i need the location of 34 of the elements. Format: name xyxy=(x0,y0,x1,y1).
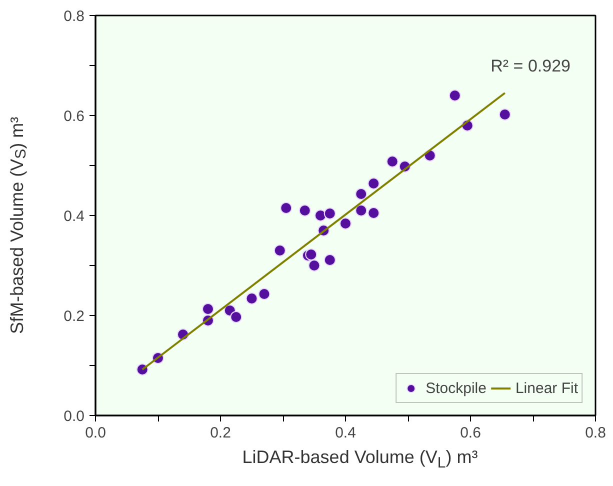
y-tick-label: 0.8 xyxy=(64,8,85,25)
point xyxy=(340,218,352,230)
point xyxy=(368,178,380,190)
point xyxy=(448,90,461,102)
point xyxy=(258,288,270,300)
x-tick-label: 0.6 xyxy=(460,424,481,442)
x-tick-label: 0.2 xyxy=(210,424,231,442)
point xyxy=(230,311,242,323)
point xyxy=(368,207,380,219)
point xyxy=(274,244,286,256)
legend-label: Stockpile xyxy=(426,380,486,396)
point xyxy=(386,156,398,168)
point xyxy=(298,204,311,216)
x-tick-label: 0.4 xyxy=(335,424,356,442)
y-tick-label: 0.4 xyxy=(64,208,85,225)
point xyxy=(308,260,320,272)
point xyxy=(324,254,336,266)
y-tick-label: 0.0 xyxy=(64,408,85,425)
y-tick-label: 0.2 xyxy=(64,308,85,325)
annotation: R² = 0.929 xyxy=(490,56,571,76)
point xyxy=(202,303,214,315)
point xyxy=(498,108,511,120)
point xyxy=(314,210,326,222)
y-tick-label: 0.6 xyxy=(64,108,85,125)
point xyxy=(246,292,258,304)
x-axis-title: LiDAR-based Volume (V$_{L}$) m³ xyxy=(242,446,478,474)
point xyxy=(324,208,336,220)
x-tick-label: 0.0 xyxy=(85,424,106,442)
point xyxy=(280,202,292,214)
legend-label: Linear Fit xyxy=(515,380,578,396)
point xyxy=(355,204,368,216)
point xyxy=(355,188,368,200)
point xyxy=(305,248,318,260)
x-tick-label: 0.8 xyxy=(585,424,606,442)
